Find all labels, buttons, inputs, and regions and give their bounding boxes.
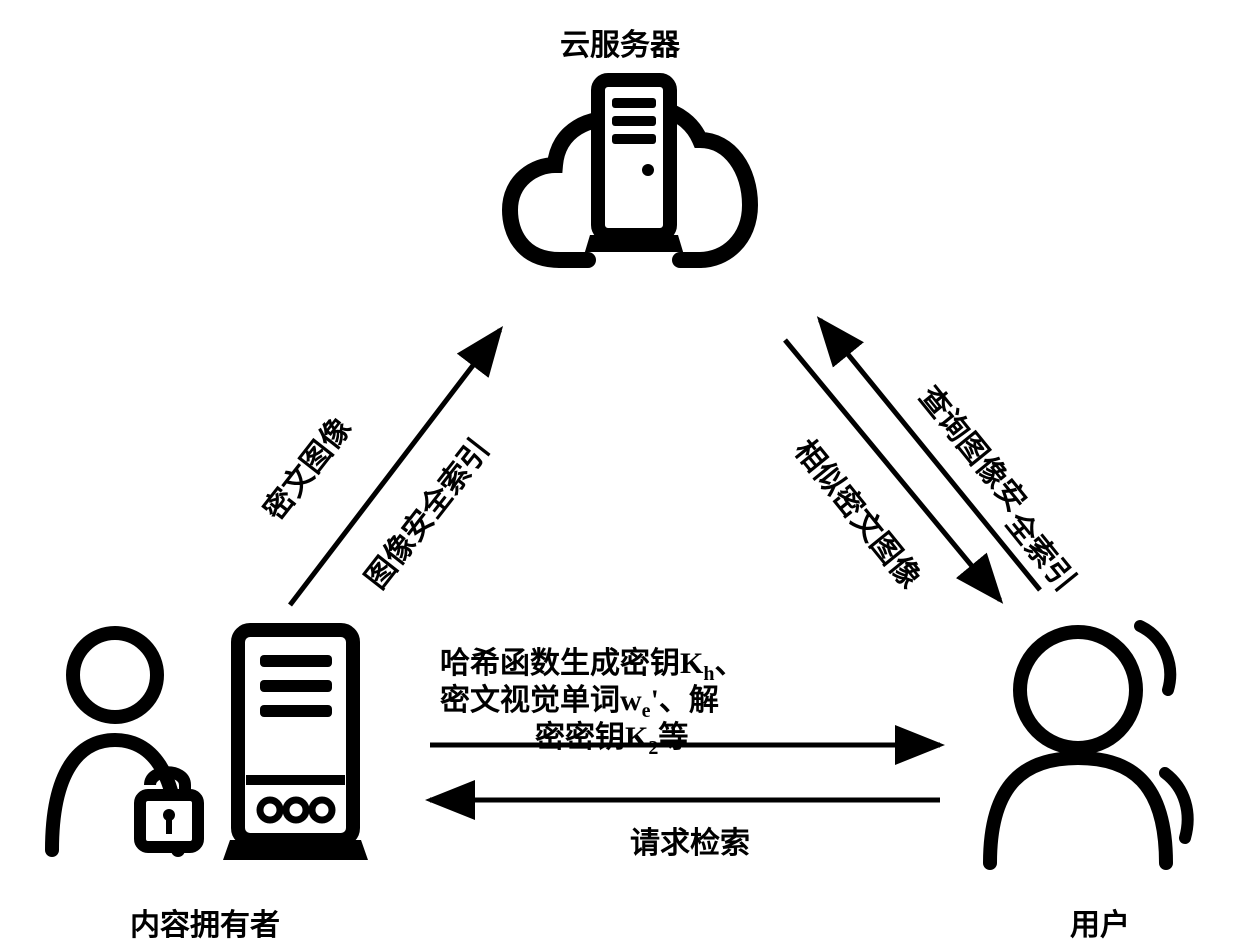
arrows-layer (0, 0, 1240, 947)
cloud-server-label: 云服务器 (560, 20, 680, 64)
user-label: 用户 (1070, 900, 1130, 944)
content-owner-label: 内容拥有者 (130, 900, 280, 944)
request-search-label: 请求检索 (630, 818, 750, 862)
transfer-line3: 密密钥K2等 (535, 712, 688, 760)
